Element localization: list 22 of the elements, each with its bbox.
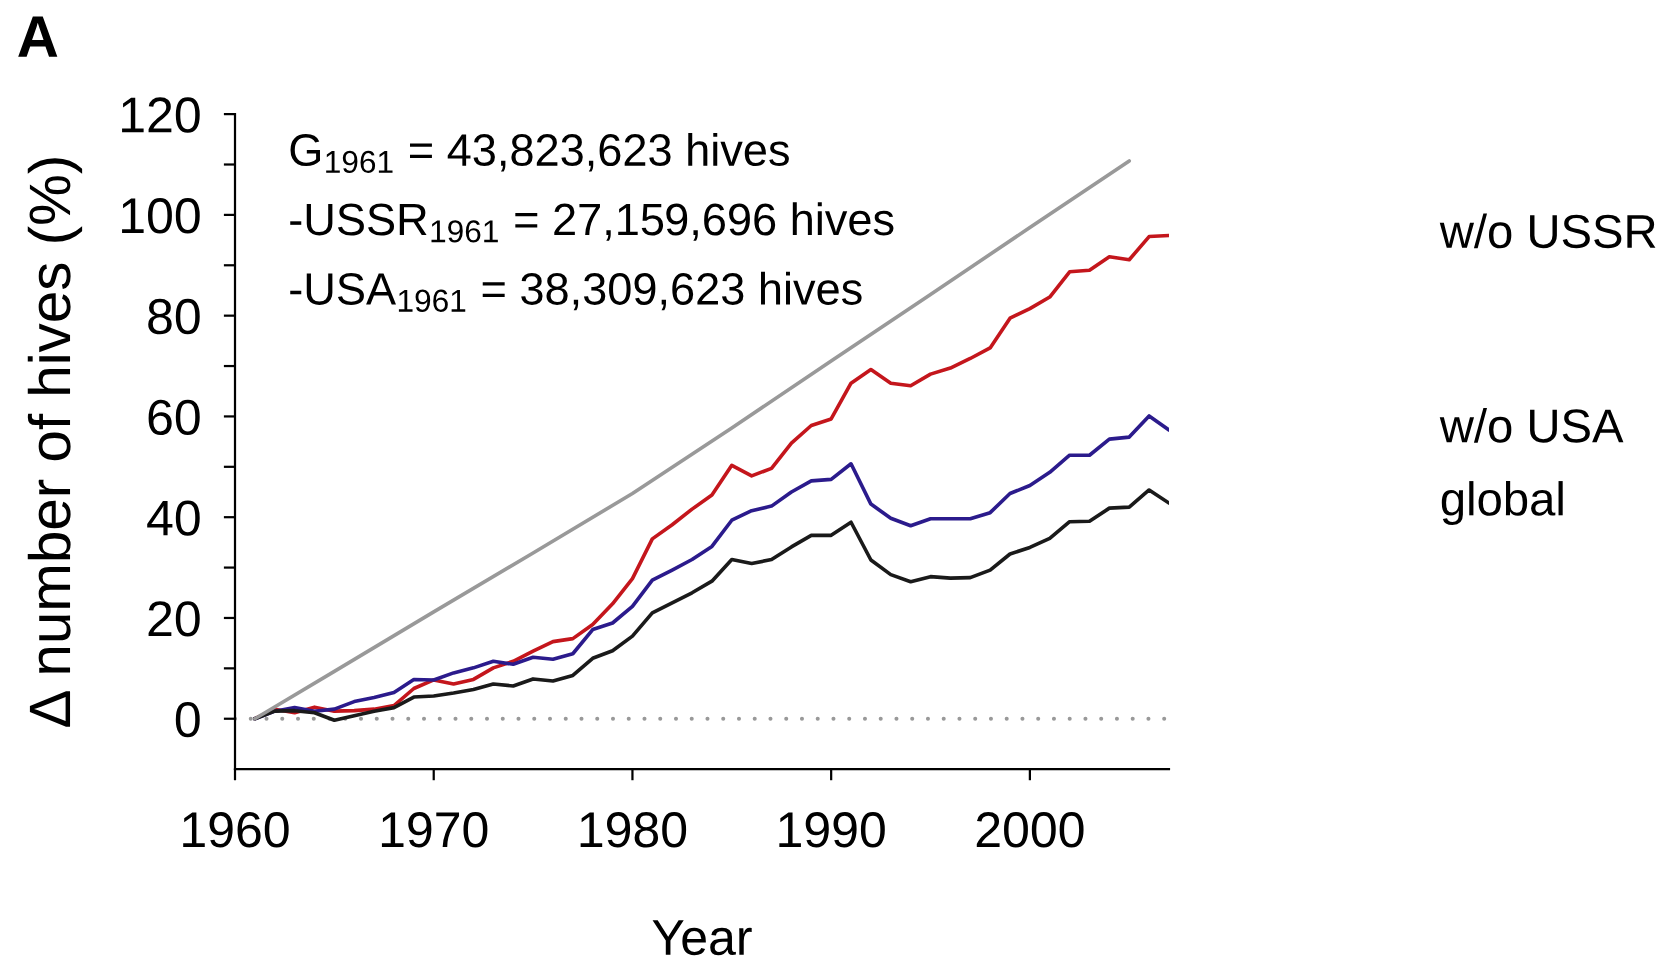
x-tick-label: 2000 (976, 812, 1084, 848)
chart-title: A (18, 16, 58, 57)
text: w/o USSR (1439, 213, 1656, 249)
text: global (1441, 481, 1563, 526)
x-axis-title: Year (652, 920, 752, 956)
x-tick-label: 1960 (183, 812, 289, 848)
annotation: G$_{1961}$ = 43,823,623 hives (290, 132, 789, 174)
y-tick-label: 120 (122, 97, 200, 133)
y-tick-label: 0 (175, 701, 200, 738)
y-tick-label: 60 (148, 399, 200, 436)
y-tick-label: 40 (147, 500, 200, 536)
y-axis-title: Δ number of hives (%) (27, 158, 83, 727)
y-tick-label: 20 (148, 601, 200, 637)
text: w/o USA (1439, 408, 1624, 443)
y-tick-label: 100 (122, 198, 200, 234)
line-series (253, 488, 1169, 723)
annotation: -USSR$_{1961}$ = 27,159,696 hives (290, 202, 894, 243)
x-tick-label: 1990 (779, 812, 885, 848)
x-tick-label: 1970 (381, 812, 488, 848)
annotation: -USA$_{1961}$ = 38,309,623 hives (290, 271, 862, 312)
x-tick-label: 1980 (580, 812, 687, 848)
y-tick-label: 80 (148, 298, 200, 335)
